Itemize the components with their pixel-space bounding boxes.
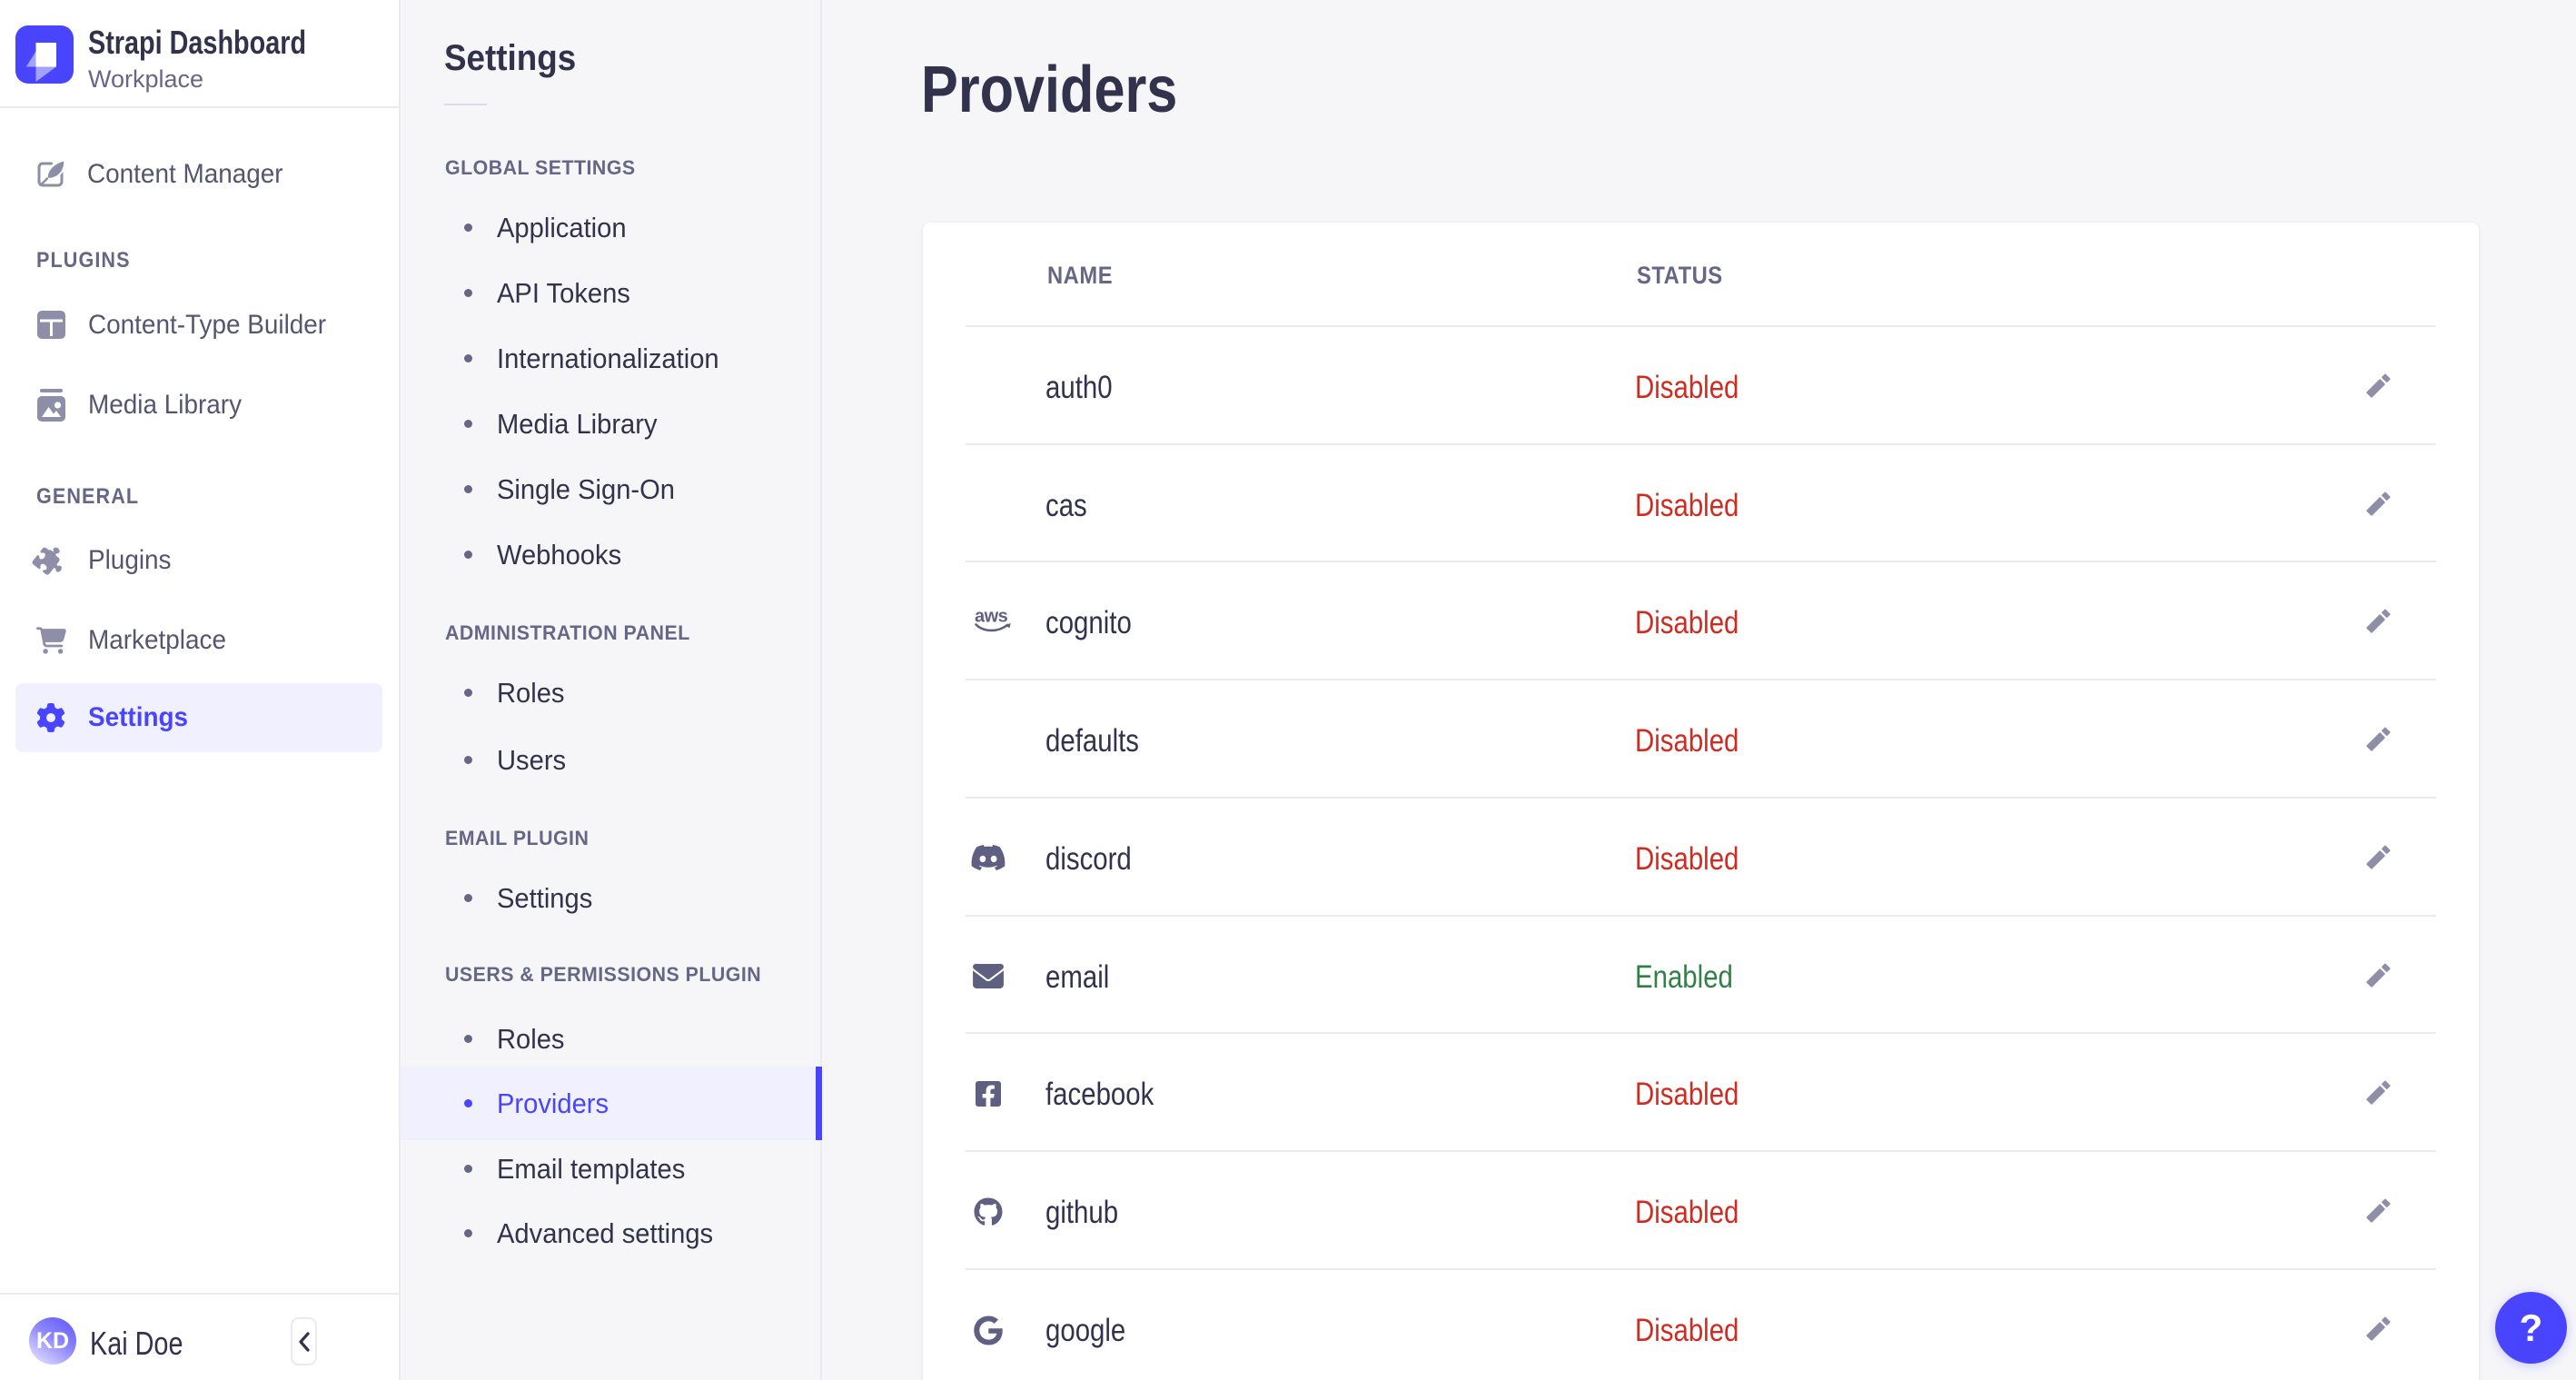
svg-text:aws: aws <box>975 609 1008 627</box>
